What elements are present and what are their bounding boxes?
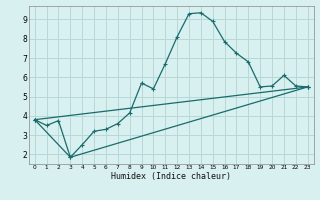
X-axis label: Humidex (Indice chaleur): Humidex (Indice chaleur) [111, 172, 231, 181]
